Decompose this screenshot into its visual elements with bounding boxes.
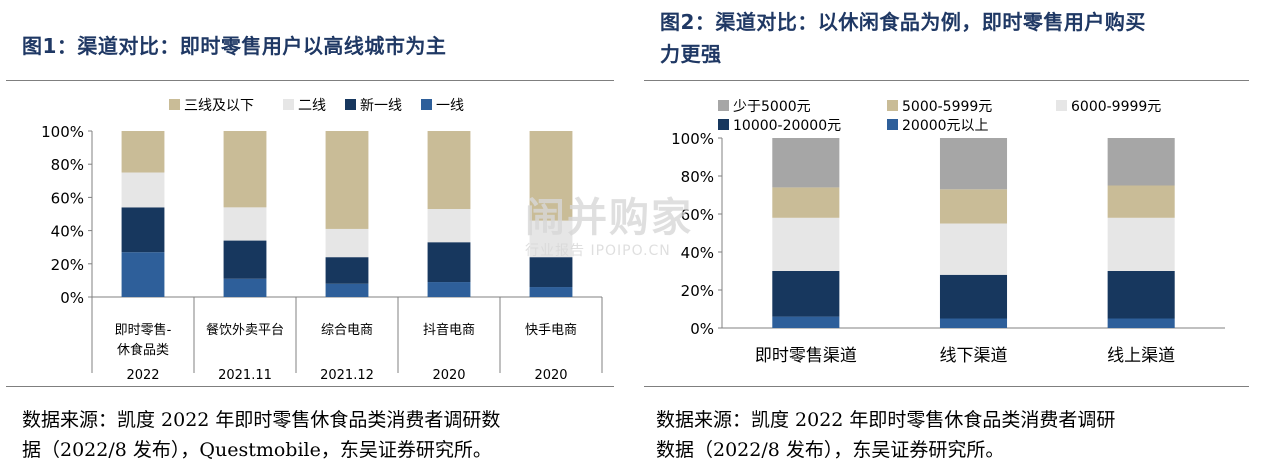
figure2-category-label: 线上渠道 <box>1107 346 1175 366</box>
figure1-source: 数据来源：凯度 2022 年即时零售休食品类消费者调研数 据（2022/8 发布… <box>22 405 622 465</box>
figure2-bar-segment <box>772 271 840 317</box>
figure1-category-label: 综合电商 <box>321 323 373 338</box>
figure1-bar-segment <box>529 131 573 221</box>
figure2-legend-label: 少于5000元 <box>733 99 811 115</box>
figure1-bar-segment <box>223 131 267 208</box>
figure1-bar-segment <box>325 283 369 297</box>
figure1-legend-swatch <box>283 99 294 110</box>
figure1-bar-segment <box>427 131 471 210</box>
figure2-title: 图2：渠道对比：以休闲食品为例，即时零售用户购买 力更强 <box>660 6 1260 70</box>
figure1-bar-segment <box>121 207 165 253</box>
figure2-legend-label: 20000元以上 <box>902 118 989 134</box>
watermark: 闹并购家 行业报告 IPOIPO.CN <box>525 196 693 260</box>
figure1-source-line: 据（2022/8 发布），Questmobile，东吴证券研究所。 <box>22 439 492 461</box>
figure1-category-label: 快手电商 <box>525 323 577 338</box>
figure2-ytick-label: 80% <box>681 168 714 186</box>
figure1-legend-swatch <box>421 99 432 110</box>
figure2-legend-swatch <box>718 119 729 130</box>
figure1-bottom-rule <box>6 386 614 387</box>
figure1-bar-segment <box>121 131 165 173</box>
figure2-bar-segment <box>939 189 1008 224</box>
figure2-legend-swatch <box>718 100 729 111</box>
figure1-bar-segment <box>223 207 267 241</box>
figure2-chart: 0% 20% 40% 60% 80% 100% 即时零售渠道 线下渠道 线上渠道 少于5000元 5… <box>671 99 1225 366</box>
figure1-bar-segment <box>529 220 573 258</box>
figure1-bar-segment <box>121 172 165 208</box>
figure2-legend-swatch <box>1056 100 1067 111</box>
figure2-source-line: 数据（2022/8 发布），东吴证券研究所。 <box>656 439 1005 461</box>
figure1-chart: 0% 20% 40% 60% 80% 100% 即时零售- 休食品类 2022 餐饮外卖平台 202… <box>41 98 603 383</box>
figure1-bar-segment <box>529 257 573 288</box>
figure1-ytick-label: 60% <box>51 189 84 207</box>
figure2-ytick-label: 20% <box>681 282 714 300</box>
figure1-category-label: 抖音电商 <box>423 322 475 338</box>
figure2-ytick-label: 60% <box>681 206 714 224</box>
figure1-bar-segment <box>325 131 369 229</box>
figure2-legend-swatch <box>887 100 898 111</box>
figure2-title-line: 图2：渠道对比：以休闲食品为例，即时零售用户购买 <box>660 10 1146 34</box>
figure2-ytick-label: 100% <box>671 130 714 148</box>
figure1-year-label: 2020 <box>534 368 567 383</box>
figure2-legend-label: 5000-5999元 <box>902 99 992 115</box>
figure2-ytick-label: 40% <box>681 244 714 262</box>
figure2-bar-segment <box>772 217 840 271</box>
figure1-category-label: 休食品类 <box>117 342 169 358</box>
figure1-bar-segment <box>121 252 165 297</box>
figure1-legend-label: 一线 <box>436 98 464 114</box>
figure2-category-label: 即时零售渠道 <box>755 346 857 366</box>
figure2-bar-segment <box>939 318 1008 328</box>
figure1-year-label: 2021.12 <box>320 368 374 383</box>
figure1-bar-segment <box>223 278 267 297</box>
figure2-legend-swatch <box>887 119 898 130</box>
figure1-legend-swatch <box>169 99 180 110</box>
figure2-bar-segment <box>772 138 840 188</box>
figure1-year-label: 2021.11 <box>218 368 272 383</box>
figure1-bar-segment <box>427 242 471 283</box>
figure1-ytick-label: 80% <box>51 156 84 174</box>
figure2-title-line: 力更强 <box>660 42 722 66</box>
figure2-bar-segment <box>1107 318 1175 328</box>
figure2-bottom-rule <box>644 386 1249 387</box>
figure1-top-rule <box>6 80 614 81</box>
figure1-source-line: 数据来源：凯度 2022 年即时零售休食品类消费者调研数 <box>22 409 501 431</box>
figure1-bar-segment <box>427 209 471 243</box>
figure1-ytick-label: 100% <box>41 123 84 141</box>
figure1-ytick-label: 40% <box>51 223 84 241</box>
figure2-source-line: 数据来源：凯度 2022 年即时零售休食品类消费者调研 <box>656 409 1116 431</box>
figure1-category-label: 餐饮外卖平台 <box>206 322 284 338</box>
figure1-title: 图1：渠道对比：即时零售用户以高线城市为主 <box>22 34 447 58</box>
figure2-bar-segment <box>772 187 840 218</box>
figure1-bar-segment <box>427 282 471 297</box>
figure2-legend-label: 6000-9999元 <box>1071 99 1161 115</box>
figure1-legend-swatch <box>345 99 356 110</box>
figure2-bar-segment <box>1107 185 1175 218</box>
figure2-legend-label: 10000-20000元 <box>733 118 841 134</box>
figure1-legend-label: 新一线 <box>360 98 402 114</box>
figure2-top-rule <box>644 80 1249 81</box>
figure2-bar-segment <box>772 316 840 328</box>
figure1-ytick-label: 0% <box>60 289 84 307</box>
figure2-bar-segment <box>939 223 1008 275</box>
figure2-category-label: 线下渠道 <box>940 346 1008 366</box>
figure2-bar-segment <box>1107 271 1175 319</box>
figure2-source: 数据来源：凯度 2022 年即时零售休食品类消费者调研 数据（2022/8 发布… <box>656 405 1256 465</box>
figure1-category-label: 即时零售- <box>115 322 172 338</box>
figure1-year-label: 2020 <box>432 368 465 383</box>
figure1-bar-segment <box>325 257 369 284</box>
watermark-subtext: 行业报告 IPOIPO.CN <box>525 243 671 259</box>
figure1-bar-segment <box>325 228 369 258</box>
figure1-ytick-label: 20% <box>51 256 84 274</box>
figure2-ytick-label: 0% <box>690 320 714 338</box>
figure1-bar-segment <box>223 240 267 279</box>
figure2-bar-segment <box>1107 138 1175 186</box>
figure1-year-label: 2022 <box>126 368 159 383</box>
figure1-legend-label: 三线及以下 <box>184 98 254 114</box>
figure1-bar-segment <box>529 287 573 297</box>
figure2-bar-segment <box>1107 217 1175 271</box>
watermark-logo-text: 闹并购家 <box>525 195 693 241</box>
figure2-bar-segment <box>939 138 1008 190</box>
figure1-legend-label: 二线 <box>298 98 326 114</box>
figure2-bar-segment <box>939 274 1008 319</box>
